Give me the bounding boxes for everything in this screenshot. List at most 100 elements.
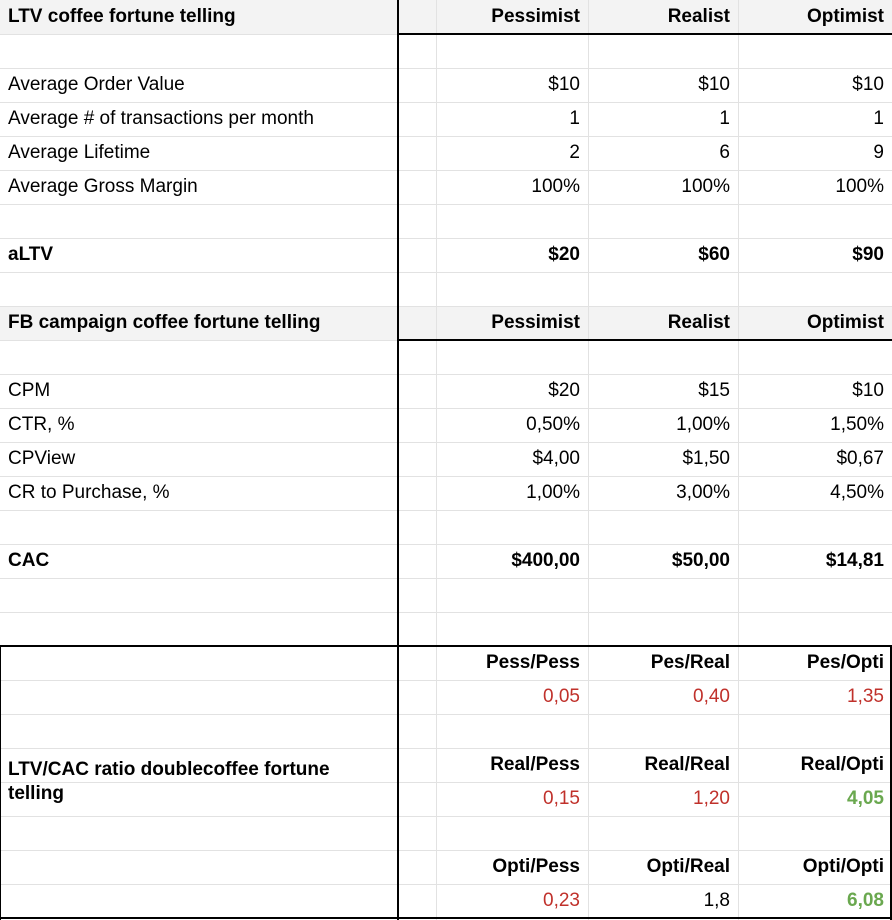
value-cell[interactable]: $10 bbox=[548, 74, 580, 95]
ratio-value[interactable]: 0,23 bbox=[543, 890, 580, 911]
thick-border bbox=[0, 646, 1, 920]
row-label[interactable]: CPView bbox=[8, 448, 76, 469]
column-header[interactable]: Pessimist bbox=[491, 312, 580, 333]
total-value[interactable]: $50,00 bbox=[671, 550, 730, 571]
header-row-background bbox=[0, 306, 892, 340]
value-cell[interactable]: 9 bbox=[873, 142, 884, 163]
column-header[interactable]: Realist bbox=[667, 312, 730, 333]
row-label[interactable]: CPM bbox=[8, 380, 51, 401]
total-value[interactable]: $60 bbox=[698, 244, 730, 265]
thick-border bbox=[397, 0, 399, 646]
value-cell[interactable]: 1,00% bbox=[676, 414, 730, 435]
grid-row-line bbox=[0, 306, 892, 307]
value-cell[interactable]: $0,67 bbox=[836, 448, 884, 469]
row-label[interactable]: CR to Purchase, % bbox=[8, 482, 170, 503]
grid-row-line bbox=[0, 850, 892, 851]
value-cell[interactable]: 1 bbox=[569, 108, 580, 129]
ratio-value[interactable]: 0,40 bbox=[693, 686, 730, 707]
thick-border bbox=[890, 646, 892, 920]
value-cell[interactable]: 1,50% bbox=[830, 414, 884, 435]
grid-row-line bbox=[0, 238, 892, 239]
value-cell[interactable]: $20 bbox=[548, 380, 580, 401]
total-label[interactable]: aLTV bbox=[8, 244, 54, 265]
grid-row-line bbox=[0, 714, 892, 715]
grid-row-line bbox=[0, 272, 892, 273]
value-cell[interactable]: 4,50% bbox=[830, 482, 884, 503]
value-cell[interactable]: $4,00 bbox=[532, 448, 580, 469]
ratio-value[interactable]: 4,05 bbox=[847, 788, 884, 809]
total-label[interactable]: CAC bbox=[8, 550, 50, 571]
grid-row-line bbox=[0, 170, 892, 171]
ratio-header[interactable]: Real/Opti bbox=[800, 754, 884, 775]
grid-row-line bbox=[0, 748, 892, 749]
ratio-value[interactable]: 0,15 bbox=[543, 788, 580, 809]
grid-column-line bbox=[588, 0, 589, 920]
value-cell[interactable]: 100% bbox=[835, 176, 884, 197]
value-cell[interactable]: 0,50% bbox=[526, 414, 580, 435]
row-label[interactable]: Average Gross Margin bbox=[8, 176, 198, 197]
column-header[interactable]: Realist bbox=[667, 6, 730, 27]
value-cell[interactable]: $10 bbox=[698, 74, 730, 95]
grid-row-line bbox=[0, 884, 892, 885]
grid-row-line bbox=[0, 102, 892, 103]
value-cell[interactable]: 3,00% bbox=[676, 482, 730, 503]
column-header[interactable]: Optimist bbox=[806, 312, 884, 333]
ratio-header[interactable]: Pes/Real bbox=[650, 652, 730, 673]
row-label[interactable]: Average Lifetime bbox=[8, 142, 151, 163]
ratio-value[interactable]: 6,08 bbox=[847, 890, 884, 911]
grid-column-line bbox=[436, 0, 437, 920]
ratio-header[interactable]: Opti/Opti bbox=[802, 856, 884, 877]
value-cell[interactable]: 100% bbox=[681, 176, 730, 197]
grid-row-line bbox=[0, 816, 892, 817]
grid-row-line bbox=[0, 204, 892, 205]
value-cell[interactable]: 2 bbox=[569, 142, 580, 163]
column-header[interactable]: Pessimist bbox=[491, 6, 580, 27]
value-cell[interactable]: 6 bbox=[719, 142, 730, 163]
row-label[interactable]: CTR, % bbox=[8, 414, 75, 435]
thick-border bbox=[398, 339, 892, 341]
grid-row-line bbox=[0, 68, 892, 69]
ratio-value[interactable]: 1,8 bbox=[703, 890, 730, 911]
total-value[interactable]: $14,81 bbox=[825, 550, 884, 571]
section-title[interactable]: LTV coffee fortune telling bbox=[8, 6, 236, 27]
ratio-header[interactable]: Pes/Opti bbox=[806, 652, 884, 673]
grid-row-line bbox=[0, 544, 892, 545]
ratio-header[interactable]: Real/Real bbox=[644, 754, 730, 775]
ratio-header[interactable]: Pess/Pess bbox=[485, 652, 580, 673]
value-cell[interactable]: $10 bbox=[852, 74, 884, 95]
value-cell[interactable]: $10 bbox=[852, 380, 884, 401]
ratio-title[interactable]: LTV/CAC ratio doublecoffee fortune telli… bbox=[8, 759, 330, 804]
column-header[interactable]: Optimist bbox=[806, 6, 884, 27]
ratio-header[interactable]: Opti/Pess bbox=[492, 856, 580, 877]
value-cell[interactable]: 100% bbox=[531, 176, 580, 197]
section-title[interactable]: FB campaign coffee fortune telling bbox=[8, 312, 321, 333]
thick-border bbox=[0, 917, 892, 919]
ratio-value[interactable]: 1,20 bbox=[693, 788, 730, 809]
thick-border bbox=[0, 645, 892, 647]
total-value[interactable]: $20 bbox=[548, 244, 580, 265]
value-cell[interactable]: 1,00% bbox=[526, 482, 580, 503]
grid-row-line bbox=[0, 374, 892, 375]
value-cell[interactable]: $1,50 bbox=[682, 448, 730, 469]
ratio-value[interactable]: 0,05 bbox=[543, 686, 580, 707]
ratio-header[interactable]: Opti/Real bbox=[646, 856, 730, 877]
thick-border bbox=[398, 33, 892, 35]
grid-row-line bbox=[0, 680, 892, 681]
ratio-value[interactable]: 1,35 bbox=[847, 686, 884, 707]
grid-row-line bbox=[0, 612, 892, 613]
row-label[interactable]: Average # of transactions per month bbox=[8, 108, 314, 129]
grid-row-line bbox=[0, 578, 892, 579]
grid-row-line bbox=[0, 782, 892, 783]
row-label[interactable]: Average Order Value bbox=[8, 74, 185, 95]
grid-row-line bbox=[0, 476, 892, 477]
total-value[interactable]: $400,00 bbox=[511, 550, 580, 571]
grid-row-line bbox=[0, 136, 892, 137]
total-value[interactable]: $90 bbox=[852, 244, 884, 265]
grid-column-line bbox=[738, 0, 739, 920]
value-cell[interactable]: 1 bbox=[873, 108, 884, 129]
value-cell[interactable]: 1 bbox=[719, 108, 730, 129]
value-cell[interactable]: $15 bbox=[698, 380, 730, 401]
ratio-header[interactable]: Real/Pess bbox=[490, 754, 580, 775]
thick-border bbox=[397, 646, 399, 920]
